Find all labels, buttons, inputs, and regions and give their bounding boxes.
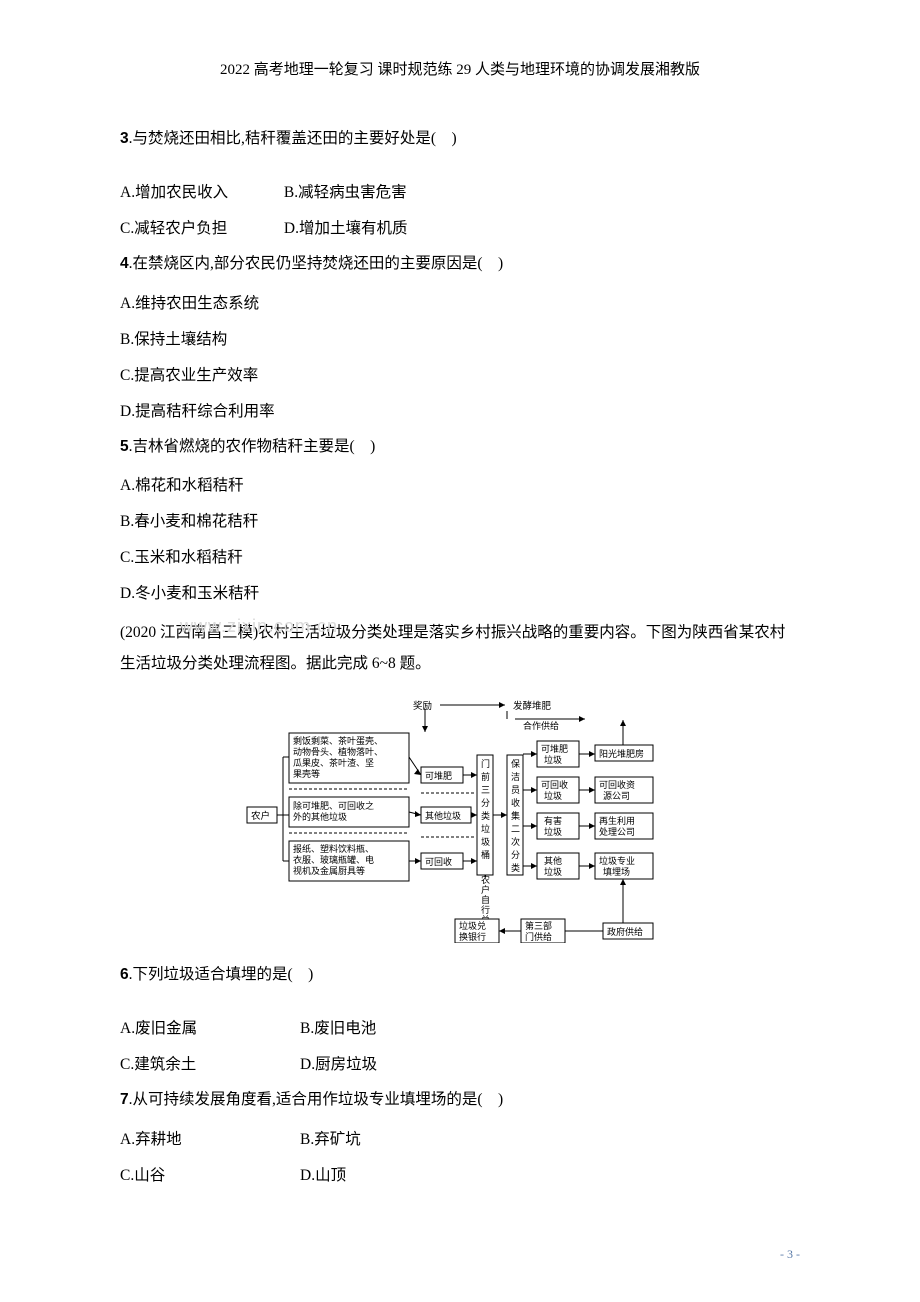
flowchart: .b { fill:#fff; stroke:#000; stroke-widt… (120, 697, 800, 943)
q4-optA: A.维持农田生态系统 (120, 291, 800, 313)
q3-optD: D.增加土壤有机质 (284, 216, 408, 238)
q7-text: 从可持续发展角度看,适合用作垃圾专业填埋场的是( ) (133, 1091, 504, 1108)
q3-text: 与焚烧还田相比,秸秆覆盖还田的主要好处是( ) (133, 130, 457, 147)
q7-stem: 7.从可持续发展角度看,适合用作垃圾专业填埋场的是( ) (120, 1088, 800, 1113)
q6-optD: D.厨房垃圾 (300, 1052, 377, 1074)
q7-optA: A.弃耕地 (120, 1127, 300, 1149)
q7-number: 7 (120, 1091, 129, 1108)
flowchart-svg: .b { fill:#fff; stroke:#000; stroke-widt… (245, 697, 675, 943)
page-header: 2022 高考地理一轮复习 课时规范练 29 人类与地理环境的协调发展湘教版 (120, 58, 800, 79)
q3-number: 3 (120, 130, 129, 147)
d-mid2: 其他垃圾 (425, 810, 461, 821)
q4-optC: C.提高农业生产效率 (120, 363, 800, 385)
q6-number: 6 (120, 966, 129, 983)
passage-6to8: (2020 江西南昌三模)农村生活垃圾分类处理是落实乡村振兴战略的重要内容。下图… (120, 617, 800, 679)
q5-stem: 5.吉林省燃烧的农作物秸秆主要是( ) (120, 435, 800, 460)
q4-number: 4 (120, 255, 129, 272)
q7-optC: C.山谷 (120, 1163, 300, 1185)
q6-row1: A.废旧金属 B.废旧电池 (120, 1016, 800, 1038)
q4-optD: D.提高秸秆综合利用率 (120, 399, 800, 421)
d-top-arrow: 发酵堆肥 (513, 700, 552, 712)
q3-row2: C.减轻农户负担 D.增加土壤有机质 (120, 216, 800, 238)
d-r1b: 阳光堆肥房 (599, 748, 644, 759)
q5-text: 吉林省燃烧的农作物秸秆主要是( ) (133, 438, 376, 455)
q5-optB: B.春小麦和棉花秸秆 (120, 509, 800, 531)
q3-optB: B.减轻病虫害危害 (284, 180, 407, 202)
q3-row1: A.增加农民收入 B.减轻病虫害危害 (120, 180, 800, 202)
d-pillar2: 保洁员收集二次分类 (511, 758, 520, 873)
q4-stem: 4.在禁烧区内,部分农民仍坚持焚烧还田的主要原因是( ) (120, 252, 800, 277)
q7-optD: D.山顶 (300, 1163, 346, 1185)
q5-optC: C.玉米和水稻秸秆 (120, 545, 800, 567)
q5-optA: A.棉花和水稻秸秆 (120, 473, 800, 495)
d-top-label: 奖励 (413, 700, 432, 712)
page-number: - 3 - (780, 1247, 800, 1262)
q3-optA: A.增加农民收入 (120, 180, 280, 202)
d-mid1: 可堆肥 (425, 771, 452, 781)
q3-optC: C.减轻农户负担 (120, 216, 280, 238)
q6-optA: A.废旧金属 (120, 1016, 300, 1038)
q6-row2: C.建筑余土 D.厨房垃圾 (120, 1052, 800, 1074)
d-household: 农户 (251, 810, 270, 822)
d-supply: 合作供给 (523, 720, 559, 731)
q6-stem: 6.下列垃圾适合填埋的是( ) (120, 963, 800, 988)
q4-optB: B.保持土壤结构 (120, 327, 800, 349)
d-cat3: 报纸、塑料饮料瓶、衣服、玻璃瓶罐、电视机及金属厨具等 (293, 843, 374, 876)
q7-row2: C.山谷 D.山顶 (120, 1163, 800, 1185)
d-mid3: 可回收 (425, 856, 452, 867)
q7-optB: B.弃矿坑 (300, 1127, 361, 1149)
q3-stem: 3.与焚烧还田相比,秸秆覆盖还田的主要好处是( ) (120, 127, 800, 152)
q7-row1: A.弃耕地 B.弃矿坑 (120, 1127, 800, 1149)
q6-text: 下列垃圾适合填埋的是( ) (133, 966, 314, 983)
q6-optC: C.建筑余土 (120, 1052, 300, 1074)
q5-optD: D.冬小麦和玉米秸秆 (120, 581, 800, 603)
d-gov: 政府供给 (607, 926, 643, 937)
q6-optB: B.废旧电池 (300, 1016, 376, 1038)
q5-number: 5 (120, 438, 129, 455)
q4-text: 在禁烧区内,部分农民仍坚持焚烧还田的主要原因是( ) (133, 255, 504, 272)
